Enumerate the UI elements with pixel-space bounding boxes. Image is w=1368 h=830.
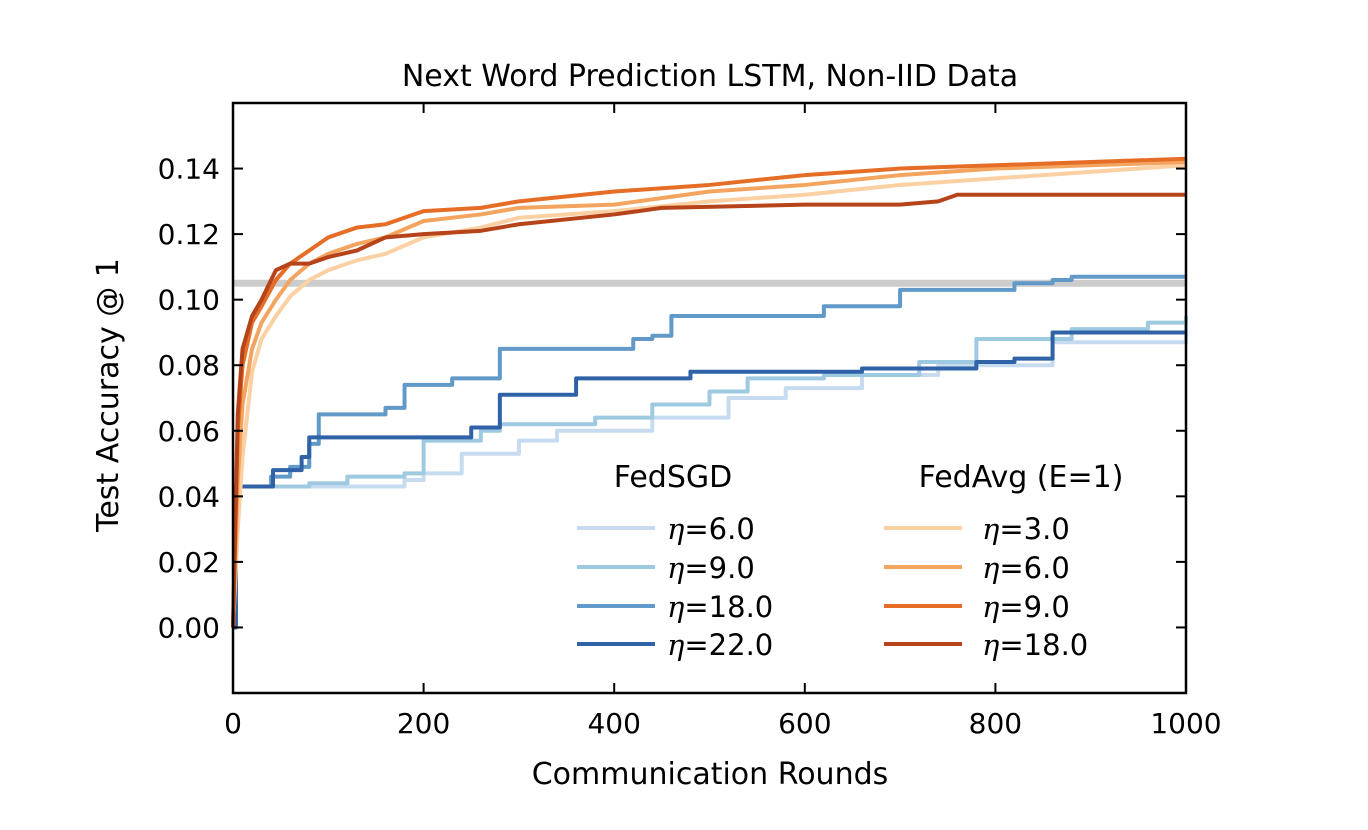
legend-label: η=18.0 [982,628,1088,662]
y-tick-label: 0.02 [158,546,220,579]
series-line-fedsgd-2 [233,274,1186,630]
x-tick-label: 400 [587,707,640,740]
legend-heading: FedSGD [614,460,733,495]
series-line-fedavg-6 [231,156,1187,628]
series-line-fedsgd-3 [233,330,1186,630]
series-line-fedavg-7 [231,192,1186,628]
y-tick-label: 0.04 [158,480,220,513]
x-tick-label: 800 [969,707,1022,740]
chart-title: Next Word Prediction LSTM, Non-IID Data [402,59,1018,94]
y-tick-label: 0.00 [158,611,220,644]
x-axis-label: Communication Rounds [532,757,889,792]
x-tick-label: 0 [224,707,242,740]
legend-label: η=6.0 [667,512,755,546]
y-axis-label: Test Accuracy @ 1 [91,258,126,533]
y-tick-label: 0.14 [158,153,220,186]
legend-label: η=22.0 [667,628,773,662]
series-line-fedsgd-1 [233,316,1188,630]
ticks-layer: 0 200 400 600 800 1000 0.00 0.02 0.04 0.06 0.08 0.1… [158,103,1222,740]
y-tick-label: 0.10 [158,284,220,317]
x-tick-label: 600 [778,707,831,740]
x-tick-label: 1000 [1150,707,1221,740]
y-tick-label: 0.08 [158,349,220,382]
series-layer [231,156,1188,630]
x-tick-label: 200 [397,707,450,740]
plot-frame [231,101,1188,695]
series-line-fedavg-4 [231,163,1187,628]
y-tick-label: 0.06 [158,415,220,448]
legend-label: η=3.0 [982,512,1070,546]
legend-label: η=6.0 [982,551,1070,585]
legend-label: η=18.0 [667,590,773,624]
legend: FedSGD η=6.0 η=9.0 η=18.0 η=22.0 FedAvg (E=1)… [577,460,1123,662]
legend-label: η=9.0 [982,590,1070,624]
legend-label: η=9.0 [667,551,755,585]
y-tick-label: 0.12 [158,218,220,251]
legend-heading: FedAvg (E=1) [919,460,1124,495]
